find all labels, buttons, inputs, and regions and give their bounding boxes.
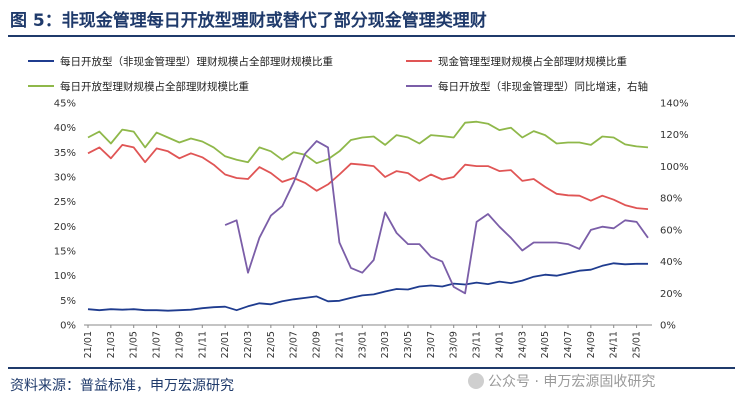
chart-title: 图 5：非现金管理每日开放型理财或替代了部分现金管理类理财 xyxy=(10,11,487,31)
x-tick-label: 22/11 xyxy=(334,331,345,358)
y-right-tick-label: 100% xyxy=(660,162,689,173)
x-tick-label: 24/07 xyxy=(563,331,574,358)
legend-label: 每日开放型（非现金管理型）理财规模占全部理财规模比重 xyxy=(60,55,333,68)
x-tick-label: 21/07 xyxy=(152,331,163,358)
x-tick-label: 21/05 xyxy=(129,331,140,358)
y-right-tick-label: 120% xyxy=(660,130,689,141)
legend-label: 现金管理型理财规模占全部理财规模比重 xyxy=(438,55,627,68)
watermark-text: 公众号 · 申万宏源固收研究 xyxy=(488,374,656,390)
legend-label: 每日开放型（非现金管理型）同比增速，右轴 xyxy=(438,80,648,93)
x-tick-label: 23/09 xyxy=(449,331,460,358)
y-right-tick-label: 60% xyxy=(660,225,682,236)
y-left-tick-label: 25% xyxy=(54,197,76,208)
x-tick-label: 21/09 xyxy=(174,331,185,358)
x-tick-label: 21/03 xyxy=(106,331,117,358)
source-note: 资料来源：普益标准，申万宏源研究 xyxy=(10,378,234,394)
x-tick-label: 21/01 xyxy=(83,331,94,358)
x-tick-label: 22/05 xyxy=(266,331,277,358)
y-right-tick-label: 80% xyxy=(660,194,682,205)
y-right-tick-label: 20% xyxy=(660,289,682,300)
y-left-tick-label: 45% xyxy=(54,99,76,110)
x-tick-label: 22/01 xyxy=(220,331,231,358)
x-tick-label: 22/09 xyxy=(312,331,323,358)
y-left-tick-label: 40% xyxy=(54,123,76,134)
x-tick-label: 21/11 xyxy=(197,331,208,358)
y-left-tick-label: 30% xyxy=(54,173,76,184)
x-tick-label: 23/07 xyxy=(426,331,437,358)
watermark: 公众号 · 申万宏源固收研究 xyxy=(468,371,655,391)
y-left-tick-label: 10% xyxy=(54,271,76,282)
series-line-4 xyxy=(224,140,649,295)
y-right-tick-label: 0% xyxy=(660,321,676,332)
x-tick-label: 24/11 xyxy=(609,331,620,358)
x-tick-label: 23/11 xyxy=(472,331,483,358)
y-left-tick-label: 15% xyxy=(54,247,76,258)
legend-label: 每日开放型理财规模占全部理财规模比重 xyxy=(60,80,249,93)
y-right-tick-label: 40% xyxy=(660,257,682,268)
y-left-tick-label: 35% xyxy=(54,148,76,159)
y-right-tick-label: 140% xyxy=(660,99,689,110)
x-tick-label: 24/09 xyxy=(586,331,597,358)
x-tick-label: 24/01 xyxy=(494,331,505,358)
x-tick-label: 25/01 xyxy=(632,331,643,358)
x-tick-label: 23/03 xyxy=(380,331,391,358)
series-line-1 xyxy=(87,262,648,312)
x-tick-label: 22/07 xyxy=(289,331,300,358)
series-line-3 xyxy=(87,120,649,165)
title-rule xyxy=(8,35,735,37)
y-left-tick-label: 0% xyxy=(60,321,76,332)
x-tick-label: 23/01 xyxy=(357,331,368,358)
x-tick-label: 22/03 xyxy=(243,331,254,358)
y-left-tick-label: 5% xyxy=(60,296,76,307)
x-tick-label: 24/05 xyxy=(540,331,551,358)
series-line-2 xyxy=(87,143,649,210)
x-tick-label: 24/03 xyxy=(517,331,528,358)
wechat-logo-icon xyxy=(468,373,484,389)
x-tick-label: 23/05 xyxy=(403,331,414,358)
footer-rule xyxy=(8,367,735,369)
y-left-tick-label: 20% xyxy=(54,222,76,233)
